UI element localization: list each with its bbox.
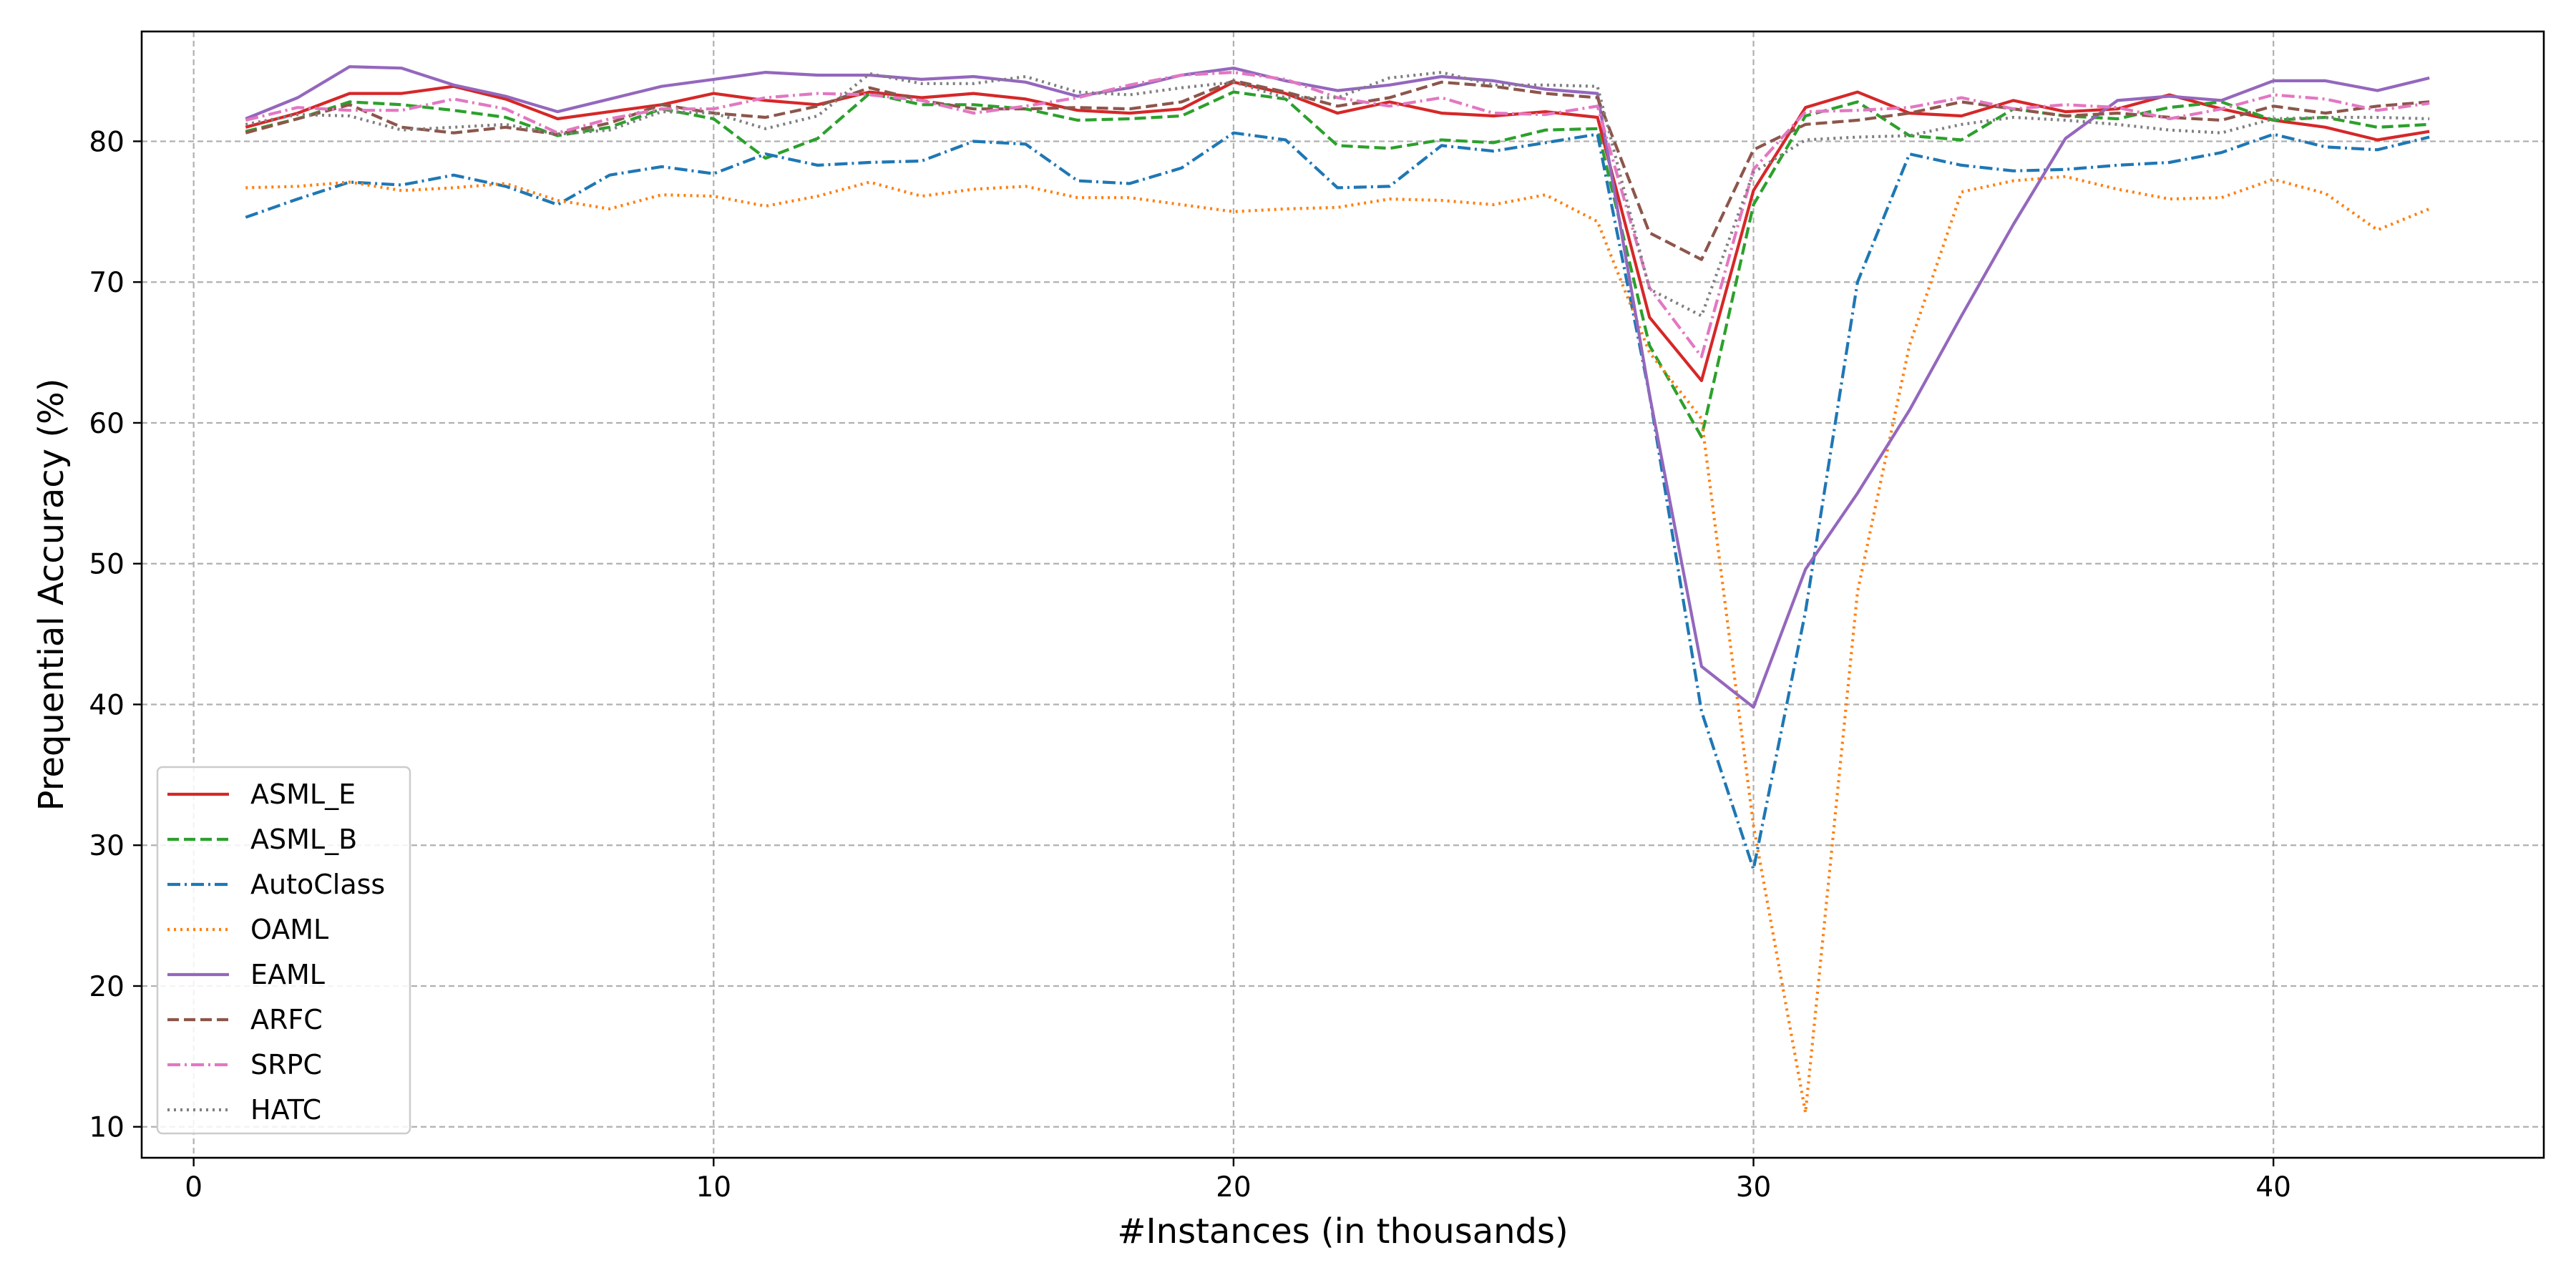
y-tick-label: 30 — [89, 830, 125, 862]
legend-label: SRPC — [250, 1049, 322, 1080]
legend-label: ASML_B — [250, 824, 357, 855]
x-tick-label: 30 — [1736, 1171, 1772, 1204]
series-line-asml-b — [245, 90, 2430, 439]
y-axis-label: Prequential Accuracy (%) — [31, 379, 72, 811]
series-line-autoclass — [245, 131, 2430, 871]
y-tick-label: 50 — [89, 549, 125, 581]
series-line-srpc — [245, 70, 2430, 358]
x-tick-label: 10 — [696, 1171, 731, 1204]
y-tick-label: 70 — [89, 267, 125, 299]
x-tick-label: 0 — [185, 1171, 203, 1204]
legend-label: OAML — [250, 914, 328, 945]
legend: ASML_E ASML_B AutoClass OAML EAML ARFC SRPC HAT… — [156, 766, 411, 1135]
series-line-hatc — [245, 70, 2430, 318]
x-axis-label: #Instances (in thousands) — [1117, 1211, 1568, 1252]
y-tick-label: 80 — [89, 126, 125, 158]
series-line-asml-e — [245, 80, 2430, 383]
legend-box — [156, 766, 411, 1135]
y-tick-label: 20 — [89, 971, 125, 1003]
plot-frame — [140, 30, 2545, 1159]
x-tick-label: 40 — [2255, 1171, 2291, 1204]
y-tick-label: 10 — [89, 1112, 125, 1144]
grid-lines — [142, 31, 2544, 1158]
legend-label: ASML_E — [250, 779, 356, 810]
axis-ticks: 0 10 20 30 40 10 20 30 40 50 60 70 80 — [89, 126, 2291, 1204]
legend-label: AutoClass — [250, 869, 385, 900]
y-tick-label: 40 — [89, 689, 125, 721]
y-tick-label: 60 — [89, 408, 125, 440]
legend-label: EAML — [250, 959, 325, 990]
series-line-arfc — [245, 79, 2430, 261]
series-lines — [245, 65, 2430, 1115]
legend-label: HATC — [250, 1094, 321, 1126]
legend-label: ARFC — [250, 1004, 323, 1035]
series-line-oaml — [245, 175, 2430, 1115]
series-line-eaml — [245, 65, 2430, 709]
x-tick-label: 20 — [1216, 1171, 1252, 1204]
